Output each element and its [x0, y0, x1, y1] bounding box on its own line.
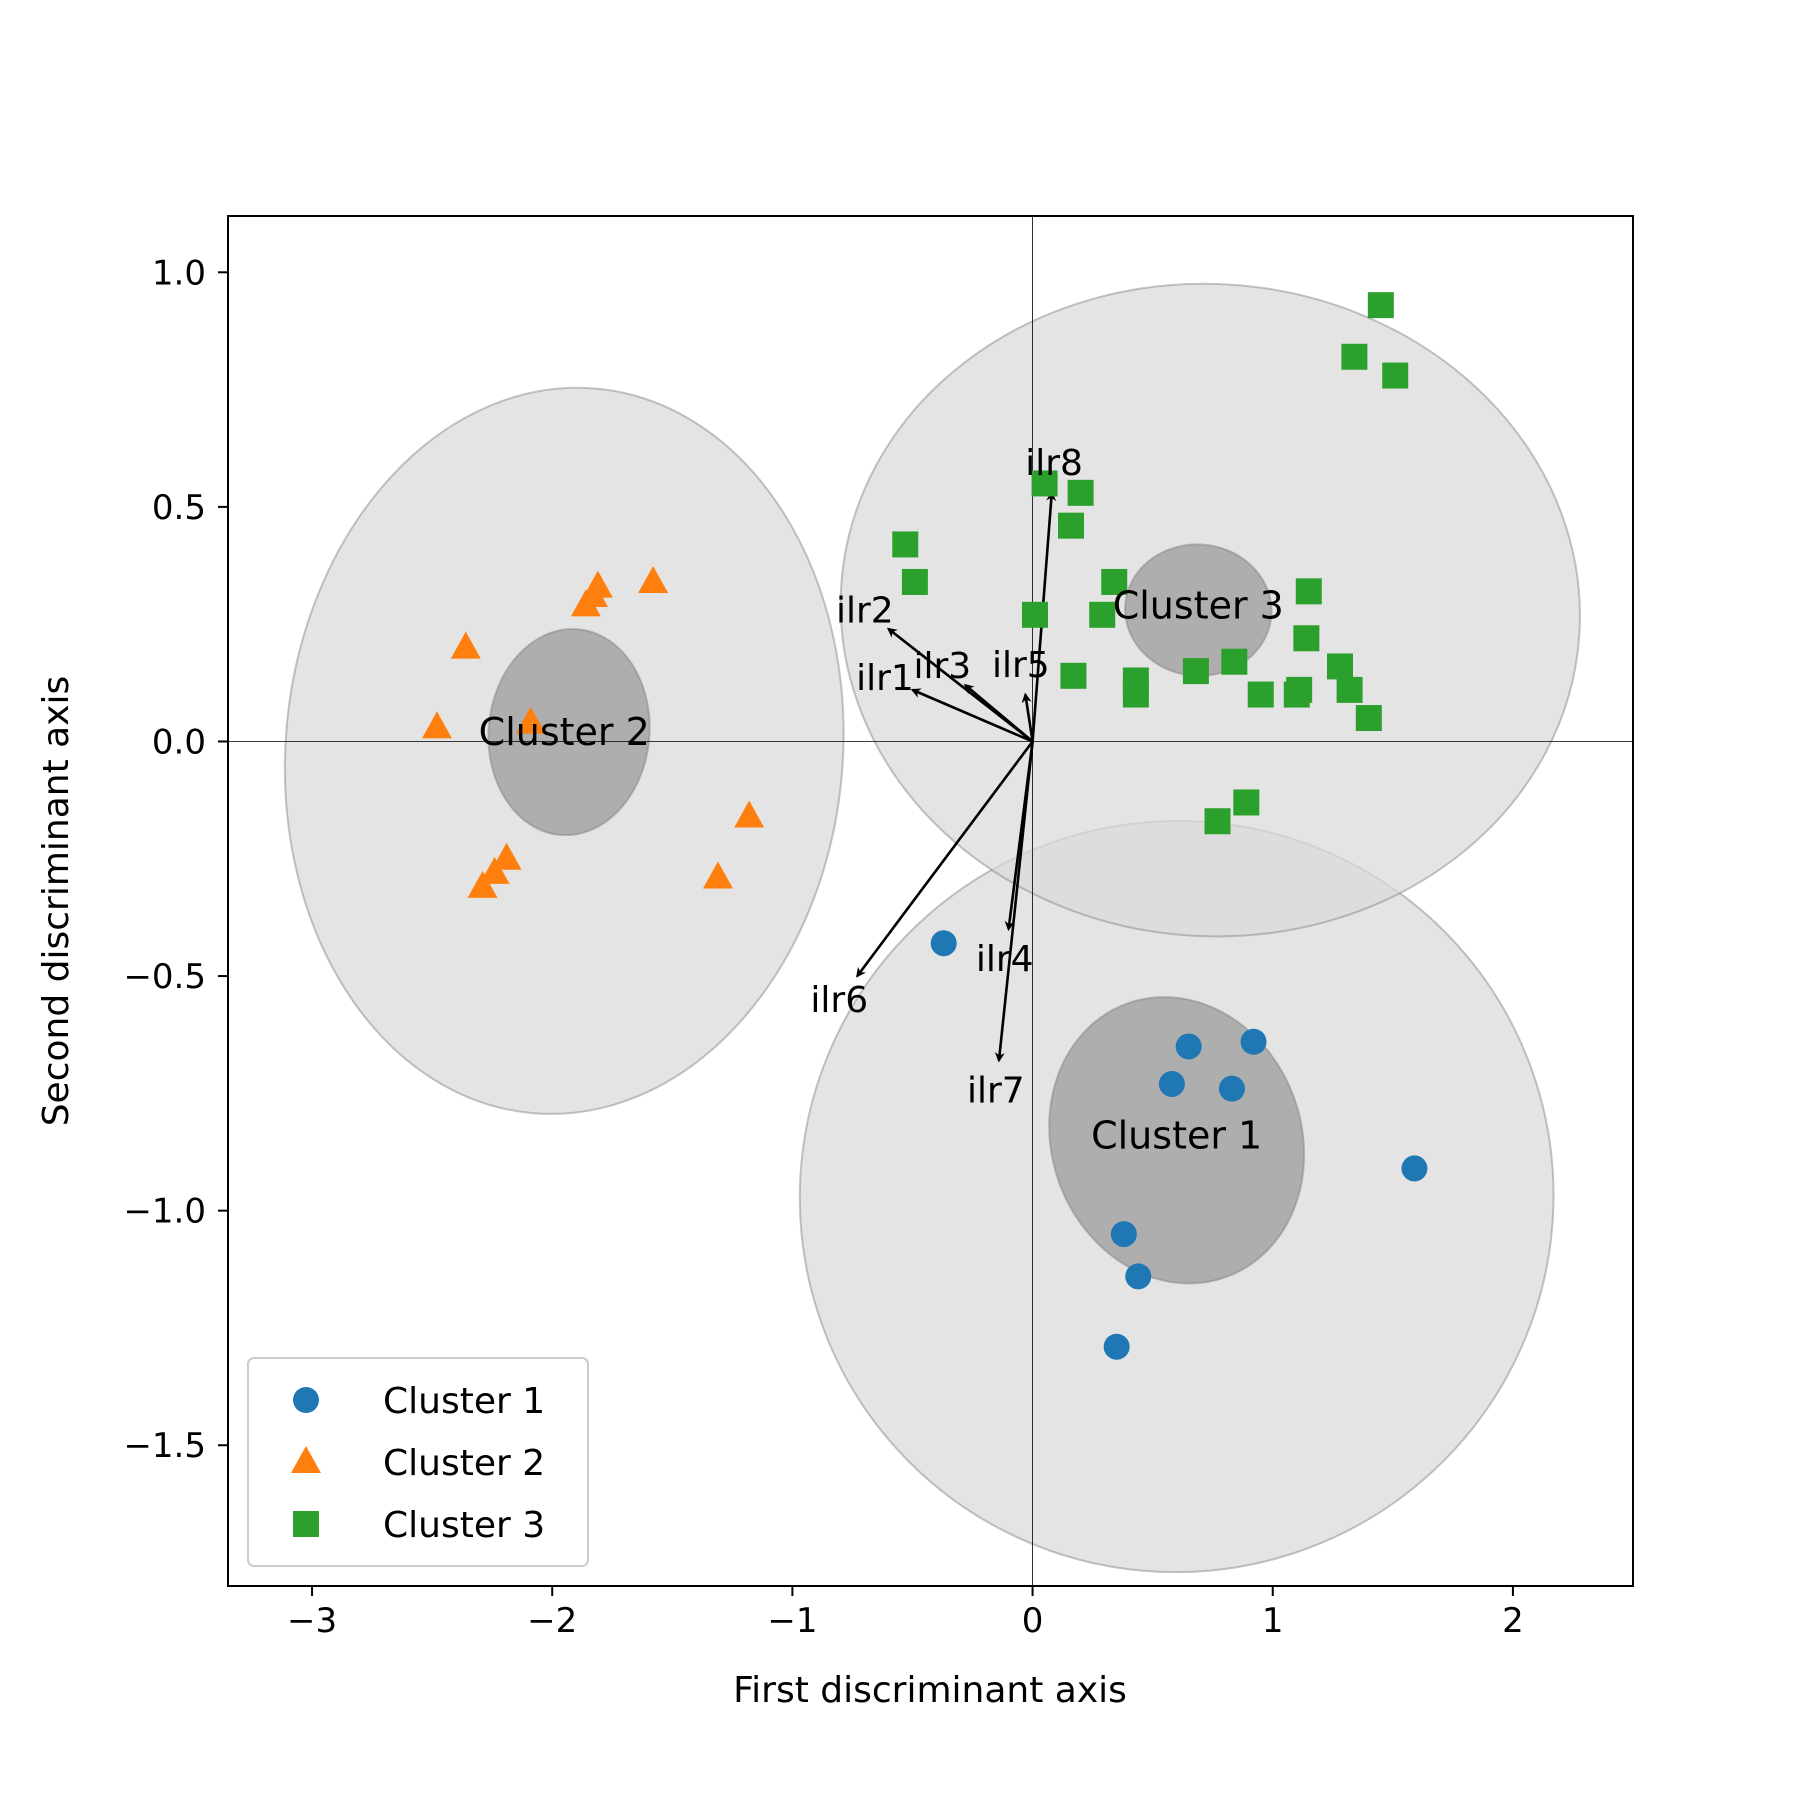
x-tick-label: −2 — [527, 1601, 577, 1641]
cluster-3-point — [1031, 470, 1058, 497]
legend-cluster-1-label: Cluster 1 — [383, 1381, 545, 1422]
cluster-3-point — [1355, 705, 1382, 732]
ilr2-label: ilr2 — [836, 590, 894, 631]
ilr6-label: ilr6 — [810, 980, 868, 1021]
cluster-3-point — [892, 531, 919, 558]
cluster-1-point — [930, 930, 957, 957]
legend-cluster-1-marker — [293, 1387, 319, 1413]
y-tick-label: −0.5 — [123, 957, 206, 997]
cluster-2-inner-region — [487, 628, 651, 837]
cluster-2-point — [702, 861, 733, 889]
cluster-3-point — [1067, 479, 1094, 506]
cluster-2-point — [479, 856, 510, 884]
cluster-3-region-label: Cluster 3 — [1113, 583, 1284, 627]
legend-cluster-2-label: Cluster 2 — [383, 1443, 545, 1484]
cluster-3-point — [1336, 676, 1363, 703]
x-tick-label: 2 — [1502, 1601, 1524, 1641]
y-tick-label: −1.0 — [123, 1192, 206, 1232]
cluster-2-point — [467, 870, 498, 898]
cluster-1-point — [1125, 1263, 1152, 1290]
cluster-2-point — [582, 570, 613, 598]
cluster-3-point — [1295, 578, 1322, 605]
cluster-3-point — [1060, 662, 1087, 689]
legend-cluster-3-label: Cluster 3 — [383, 1505, 545, 1546]
y-tick-label: 0.0 — [152, 722, 206, 762]
cluster-1-point — [1240, 1028, 1267, 1055]
cluster-2-region-label: Cluster 2 — [479, 710, 650, 754]
ilr6-arrow — [856, 740, 1034, 978]
cluster-2-point — [638, 565, 669, 593]
cluster-3-point — [1382, 362, 1409, 389]
cluster-3-point — [1204, 808, 1231, 835]
ilr1-arrow — [910, 688, 1034, 743]
cluster-1-point — [1401, 1155, 1428, 1182]
ilr5-arrow — [1021, 692, 1034, 742]
cluster-3-point — [1341, 343, 1368, 370]
cluster-3-point — [901, 568, 928, 595]
cluster-1-inner-region — [1048, 996, 1306, 1285]
x-tick-label: 0 — [1022, 1601, 1044, 1641]
cluster-1-point — [1158, 1070, 1185, 1097]
legend-cluster-2-marker — [291, 1446, 321, 1473]
cluster-3-point — [1021, 601, 1048, 628]
y-tick-label: 1.0 — [152, 253, 206, 293]
cluster-3-point — [1101, 568, 1128, 595]
ilr8-label: ilr8 — [1025, 443, 1083, 484]
cluster-1-point — [1103, 1333, 1130, 1360]
ilr5-label: ilr5 — [992, 645, 1050, 686]
x-tick-label: 1 — [1262, 1601, 1284, 1641]
ilr3-label: ilr3 — [913, 646, 971, 687]
cluster-3-point — [1367, 292, 1394, 319]
legend-box — [247, 1357, 589, 1567]
ilr1-label: ilr1 — [856, 658, 914, 699]
cluster-3-point — [1122, 681, 1149, 708]
legend-cluster-3-marker — [293, 1511, 319, 1537]
cluster-1-region-label: Cluster 1 — [1091, 1114, 1262, 1158]
cluster-2-point — [515, 706, 546, 734]
cluster-2-point — [450, 631, 481, 659]
cluster-3-point — [1182, 658, 1209, 685]
cluster-3-point — [1233, 789, 1260, 816]
cluster-3-point — [1293, 625, 1320, 652]
cluster-3-point — [1286, 676, 1313, 703]
cluster-3-point — [1058, 512, 1084, 539]
y-axis-title: Second discriminant axis — [36, 676, 77, 1127]
ilr7-arrow — [994, 741, 1034, 1063]
x-tick-label: −3 — [287, 1601, 337, 1641]
x-tick-label: −1 — [767, 1601, 817, 1641]
cluster-3-point — [1247, 681, 1274, 708]
ilr7-label: ilr7 — [967, 1070, 1025, 1111]
cluster-1-point — [1175, 1033, 1202, 1060]
cluster-2-point — [491, 842, 522, 870]
plot-frame — [227, 215, 1634, 1587]
y-tick-label: −1.5 — [123, 1426, 206, 1466]
ilr4-label: ilr4 — [976, 939, 1034, 980]
y-tick-label: 0.5 — [152, 488, 206, 528]
x-axis-title: First discriminant axis — [733, 1670, 1127, 1711]
ilr3-arrow — [963, 683, 1034, 743]
cluster-1-point — [1110, 1221, 1137, 1248]
cluster-2-point — [421, 711, 452, 739]
cluster-1-point — [1218, 1075, 1245, 1102]
cluster-3-point — [1089, 601, 1116, 628]
cluster-3-point — [1221, 648, 1248, 675]
cluster-2-point — [734, 800, 765, 828]
cluster-3-point — [1326, 653, 1353, 680]
